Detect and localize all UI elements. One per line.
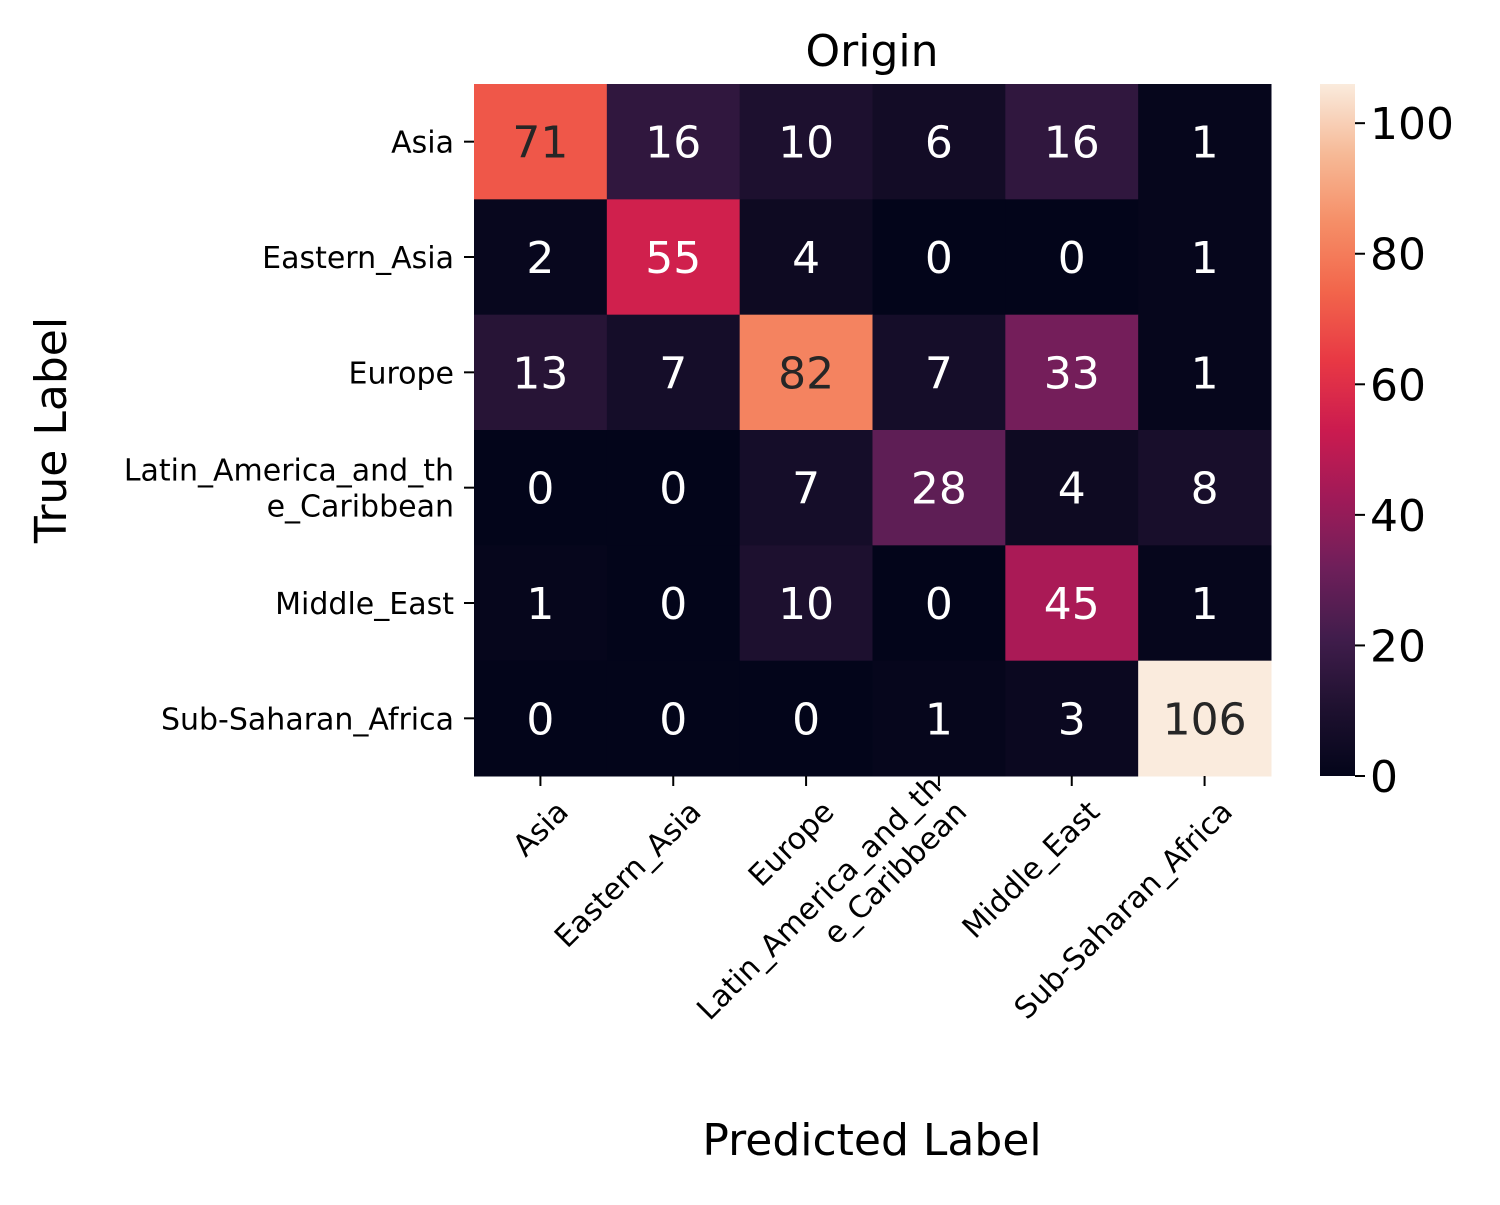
x-tick-label: Asia (506, 794, 575, 863)
colorbar-tick-label: 80 (1370, 230, 1426, 281)
cell-value-label: 7 (925, 348, 953, 399)
cell-value-label: 45 (1044, 579, 1100, 630)
heatmap-cell (872, 314, 1006, 431)
colorbar-tick-label: 20 (1370, 621, 1426, 672)
cell-value-label: 2 (526, 233, 554, 284)
cell-value-label: 33 (1044, 348, 1100, 399)
y-tick-label: Latin_America_and_th e_Caribbean (124, 454, 454, 525)
y-tick-labels: Asia Eastern_Asia Europe Latin_America_and_… (124, 126, 474, 737)
heatmap-cell (606, 314, 741, 431)
heatmap-cell (739, 660, 873, 777)
cell-value-label: 1 (526, 579, 554, 630)
cell-value-label: 71 (512, 118, 568, 169)
heatmap-cell (739, 84, 873, 200)
cell-value-label: 0 (792, 694, 820, 745)
heatmap-cell (872, 84, 1006, 200)
y-axis-label: True Label (26, 317, 77, 544)
cell-value-label: 0 (659, 694, 687, 745)
heatmap-cell (474, 314, 608, 431)
cell-value-label: 7 (659, 348, 687, 399)
heatmap-cell (474, 84, 608, 200)
heatmap-cell (1138, 314, 1272, 431)
cell-value-label: 28 (911, 464, 967, 515)
cell-value-label: 0 (526, 694, 554, 745)
cell-value-label: 4 (1058, 464, 1086, 515)
heatmap-cell (872, 545, 1006, 662)
colorbar-tick-label: 40 (1370, 491, 1426, 542)
heatmap-cell (606, 660, 741, 777)
cell-value-label: 10 (778, 579, 834, 630)
heatmap-cell (739, 430, 873, 546)
heatmap-cell (606, 545, 741, 662)
x-tick-label: Sub-Saharan_Africa (1008, 794, 1240, 1026)
heatmap-cell (474, 430, 608, 546)
cell-value-label: 16 (645, 118, 701, 169)
chart-title: Origin (806, 26, 939, 77)
cell-value-label: 0 (526, 464, 554, 515)
cell-value-label: 0 (925, 233, 953, 284)
heatmap-cell (1138, 430, 1272, 546)
cell-value-label: 3 (1058, 694, 1086, 745)
cell-value-label: 8 (1191, 464, 1219, 515)
cell-value-label: 7 (792, 464, 820, 515)
heatmap-cell (474, 199, 608, 316)
cell-value-label: 1 (1191, 118, 1219, 169)
heatmap-cell (1005, 84, 1139, 200)
cell-value-label: 106 (1163, 694, 1247, 745)
heatmap-cell (1138, 660, 1272, 777)
cell-value-label: 1 (1191, 579, 1219, 630)
heatmap-cell (1005, 545, 1139, 662)
cell-value-label: 0 (659, 464, 687, 515)
heatmap-cell (872, 430, 1006, 546)
heatmap-cell (739, 199, 873, 316)
cell-value-label: 1 (1191, 348, 1219, 399)
colorbar-tick-label: 60 (1370, 360, 1426, 411)
heatmap-cell (1138, 545, 1272, 662)
y-tick-label: Sub-Saharan_Africa (161, 702, 454, 737)
heatmap-cell (474, 545, 608, 662)
colorbar-tick-label: 0 (1370, 752, 1398, 803)
y-tick-label: Eastern_Asia (262, 241, 454, 276)
cell-value-label: 4 (792, 233, 820, 284)
colorbar-gradient (1320, 84, 1355, 776)
cell-value-label: 0 (659, 579, 687, 630)
cell-value-label: 82 (778, 348, 834, 399)
cell-value-label: 1 (1191, 233, 1219, 284)
y-tick-label: Middle_East (275, 587, 454, 622)
x-axis-label: Predicted Label (702, 1115, 1041, 1166)
cell-value-label: 10 (778, 118, 834, 169)
heatmap-cell (1005, 430, 1139, 546)
heatmap-cell (739, 545, 873, 662)
heatmap-cell (1138, 199, 1272, 316)
y-tick-label: Asia (391, 126, 454, 161)
colorbar-tick-label: 100 (1370, 99, 1454, 150)
cell-value-label: 13 (512, 348, 568, 399)
cell-value-label: 16 (1044, 118, 1100, 169)
heatmap-cell (872, 660, 1006, 777)
heatmap-cell (606, 84, 741, 200)
heatmap-cell (1005, 314, 1139, 431)
cell-value-label: 55 (645, 233, 701, 284)
heatmap-cell (606, 199, 741, 316)
heatmap-cell (474, 660, 608, 777)
cell-value-label: 6 (925, 118, 953, 169)
heatmap-cell (606, 430, 741, 546)
heatmap-cell (1005, 199, 1139, 316)
heatmap-cells: 71 16 10 6 16 12 55 4 0 0 113 7 82 7 33 10 0 7 28 4 81 0 10 0 45… (474, 84, 1272, 777)
cell-value-label: 0 (925, 579, 953, 630)
heatmap-cell (1138, 84, 1272, 200)
colorbar: 0 20 40 60 80 100 (1320, 84, 1454, 803)
heatmap-cell (872, 199, 1006, 316)
y-tick-label: Europe (349, 356, 455, 391)
x-tick-label: Middle_East (956, 794, 1107, 945)
heatmap-cell (1005, 660, 1139, 777)
heatmap-cell (739, 314, 873, 431)
cell-value-label: 0 (1058, 233, 1086, 284)
cell-value-label: 1 (925, 694, 953, 745)
